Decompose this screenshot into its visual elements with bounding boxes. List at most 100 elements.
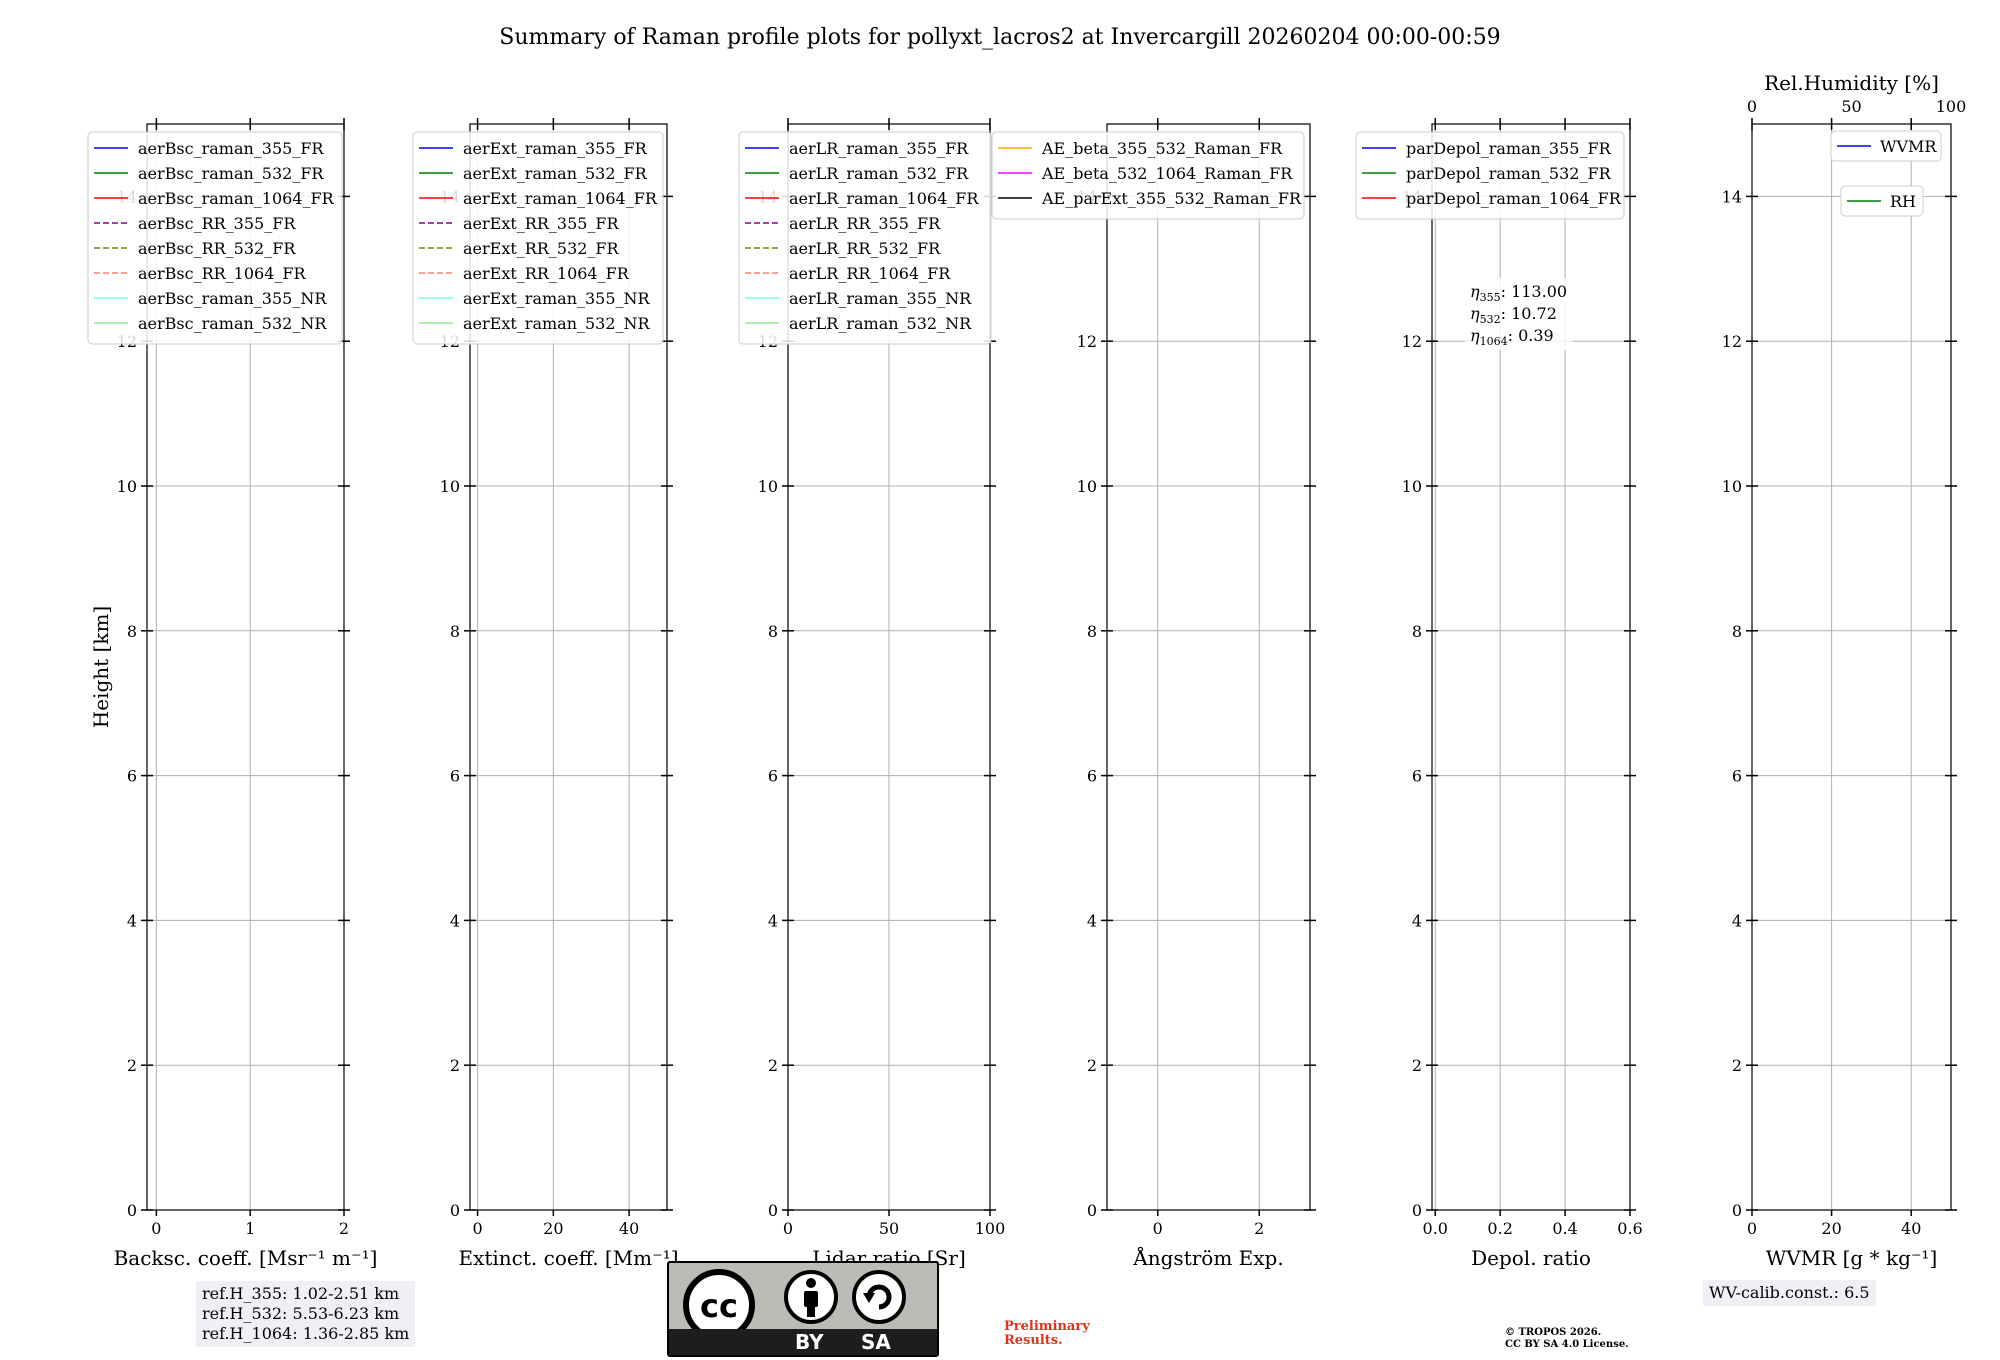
panel-extinction: 0246810121402040Extinct. coeff. [Mm⁻¹]ae… <box>412 118 679 1270</box>
by-label: BY <box>795 1330 824 1354</box>
x-tick-label: 0.6 <box>1617 1219 1642 1238</box>
x2-tick-label: 50 <box>1841 97 1861 116</box>
y-tick-label: 0 <box>768 1201 778 1220</box>
legend-box <box>1830 130 1942 162</box>
y-tick-label: 12 <box>1722 332 1742 351</box>
legend-label-aerLR_raman_532_NR: aerLR_raman_532_NR <box>789 314 972 333</box>
eta-532: η532: 10.72 <box>1470 304 1557 326</box>
legend-label-aerBsc_RR_355_FR: aerBsc_RR_355_FR <box>138 214 296 233</box>
y-tick-label: 10 <box>117 477 137 496</box>
y-tick-label: 10 <box>1077 477 1097 496</box>
cc-text: cc <box>700 1287 738 1325</box>
panel-lidar_ratio: 02468101214050100Lidar ratio [Sr]aerLR_r… <box>738 118 1006 1270</box>
x-tick-label: 0.4 <box>1552 1219 1577 1238</box>
y-tick-label: 4 <box>1087 911 1097 930</box>
x-tick-label: 40 <box>1901 1219 1921 1238</box>
eta-1064: η1064: 0.39 <box>1470 326 1554 348</box>
legend-label-RH: RH <box>1890 192 1916 211</box>
panel-water_vapor: 0 2 4 6 8 10 12 14 0 20 40 WVMR [g * kg⁻¹] 0 50 100 Rel… <box>1722 71 1967 1270</box>
legend-label-aerBsc_raman_355_NR: aerBsc_raman_355_NR <box>138 289 327 308</box>
wv-calib-constant: WV-calib.const.: 6.5 <box>1709 1283 1870 1302</box>
legend: AE_beta_355_532_Raman_FR AE_beta_532_1064… <box>991 131 1305 220</box>
y-tick-label: 4 <box>768 911 778 930</box>
cc-license-badge[interactable]: cc BY SA <box>667 1261 939 1357</box>
x-tick-label: 1 <box>245 1219 255 1238</box>
x-tick-label: 0 <box>1153 1219 1163 1238</box>
x-tick-label: 0 <box>783 1219 793 1238</box>
legend-label-AE_beta_355_532_Raman_FR: AE_beta_355_532_Raman_FR <box>1041 139 1283 158</box>
legend-label-aerExt_RR_1064_FR: aerExt_RR_1064_FR <box>463 264 630 283</box>
y-tick-label: 12 <box>1077 332 1097 351</box>
axes-frame <box>146 123 345 1211</box>
legend-rh: RH <box>1840 185 1924 217</box>
legend-label-aerExt_raman_1064_FR: aerExt_raman_1064_FR <box>463 189 658 208</box>
y-tick-label: 6 <box>127 767 137 786</box>
axes-frame <box>469 123 668 1211</box>
cc-logo-icon: cc <box>683 1269 906 1341</box>
y-tick-label: 4 <box>450 911 460 930</box>
x-axis-label: WVMR [g * kg⁻¹] <box>1766 1246 1938 1270</box>
y-tick-label: 6 <box>1412 767 1422 786</box>
x-tick-label: 40 <box>619 1219 639 1238</box>
eta-355: η355: 113.00 <box>1470 282 1567 304</box>
legend-label-aerLR_RR_532_FR: aerLR_RR_532_FR <box>789 239 941 258</box>
share-alike-icon <box>852 1270 906 1324</box>
legend-label-aerExt_raman_355_FR: aerExt_raman_355_FR <box>463 139 648 158</box>
legend: parDepol_raman_355_FR parDepol_raman_532_… <box>1355 131 1625 220</box>
cc-bar: BY SA <box>669 1329 937 1355</box>
y-tick-label: 8 <box>768 622 778 641</box>
x-tick-label: 0 <box>1747 1219 1757 1238</box>
legend-label-aerBsc_raman_1064_FR: aerBsc_raman_1064_FR <box>138 189 335 208</box>
legend-label-aerBsc_RR_532_FR: aerBsc_RR_532_FR <box>138 239 296 258</box>
x-tick-label: 0.2 <box>1487 1219 1512 1238</box>
legend-label-WVMR: WVMR <box>1880 137 1937 156</box>
legend-label-parDepol_raman_355_FR: parDepol_raman_355_FR <box>1406 139 1612 158</box>
legend-label-aerLR_raman_355_FR: aerLR_raman_355_FR <box>789 139 969 158</box>
copyright-line-1: © TROPOS 2026. <box>1505 1327 1602 1338</box>
x-tick-label: 0 <box>472 1219 482 1238</box>
axes-frame <box>1431 123 1631 1211</box>
y-tick-label: 0 <box>127 1201 137 1220</box>
y-tick-label: 4 <box>1412 911 1422 930</box>
y-tick-label: 10 <box>440 477 460 496</box>
legend-label-AE_parExt_355_532_Raman_FR: AE_parExt_355_532_Raman_FR <box>1041 189 1302 208</box>
legend-label-aerBsc_raman_532_FR: aerBsc_raman_532_FR <box>138 164 324 183</box>
y-tick-label: 10 <box>1402 477 1422 496</box>
legend: aerLR_raman_355_FR aerLR_raman_532_FR aerL… <box>738 131 992 345</box>
preliminary-note: Preliminary Results. <box>1004 1320 1090 1348</box>
legend-label-aerBsc_RR_1064_FR: aerBsc_RR_1064_FR <box>138 264 307 283</box>
y-tick-label: 10 <box>1722 477 1742 496</box>
legend-label-aerLR_RR_355_FR: aerLR_RR_355_FR <box>789 214 941 233</box>
preliminary-line-1: Preliminary <box>1004 1319 1090 1334</box>
x2-tick-label: 100 <box>1936 97 1967 116</box>
y-tick-label: 6 <box>768 767 778 786</box>
legend-box <box>991 131 1305 220</box>
figure-title: Summary of Raman profile plots for polly… <box>499 25 1500 50</box>
x-axis-label: Ångström Exp. <box>1132 1245 1283 1270</box>
x2-axis-label: Rel.Humidity [%] <box>1764 71 1939 95</box>
y-tick-label: 0 <box>1087 1201 1097 1220</box>
ref-height-1064: ref.H_1064: 1.36-2.85 km <box>202 1324 410 1343</box>
ref-height-355: ref.H_355: 1.02-2.51 km <box>202 1284 400 1303</box>
ref-height-532: ref.H_532: 5.53-6.23 km <box>202 1304 400 1323</box>
y-axis-label: Height [km] <box>89 606 113 728</box>
sa-label: SA <box>861 1330 891 1354</box>
legend-label-aerExt_RR_532_FR: aerExt_RR_532_FR <box>463 239 620 258</box>
x-tick-label: 100 <box>975 1219 1006 1238</box>
x-tick-label: 0 <box>151 1219 161 1238</box>
y-tick-label: 8 <box>1412 622 1422 641</box>
x-tick-label: 0.0 <box>1423 1219 1448 1238</box>
y-tick-label: 8 <box>450 622 460 641</box>
y-tick-label: 2 <box>1412 1056 1422 1075</box>
y-tick-label: 0 <box>1412 1201 1422 1220</box>
legend-box <box>1840 185 1924 217</box>
legend-box <box>87 131 343 345</box>
y-tick-label: 6 <box>450 767 460 786</box>
y-tick-label: 6 <box>1087 767 1097 786</box>
preliminary-line-2: Results. <box>1004 1333 1063 1348</box>
legend-label-aerLR_raman_355_NR: aerLR_raman_355_NR <box>789 289 972 308</box>
x-tick-label: 50 <box>879 1219 899 1238</box>
legend-box <box>738 131 992 345</box>
